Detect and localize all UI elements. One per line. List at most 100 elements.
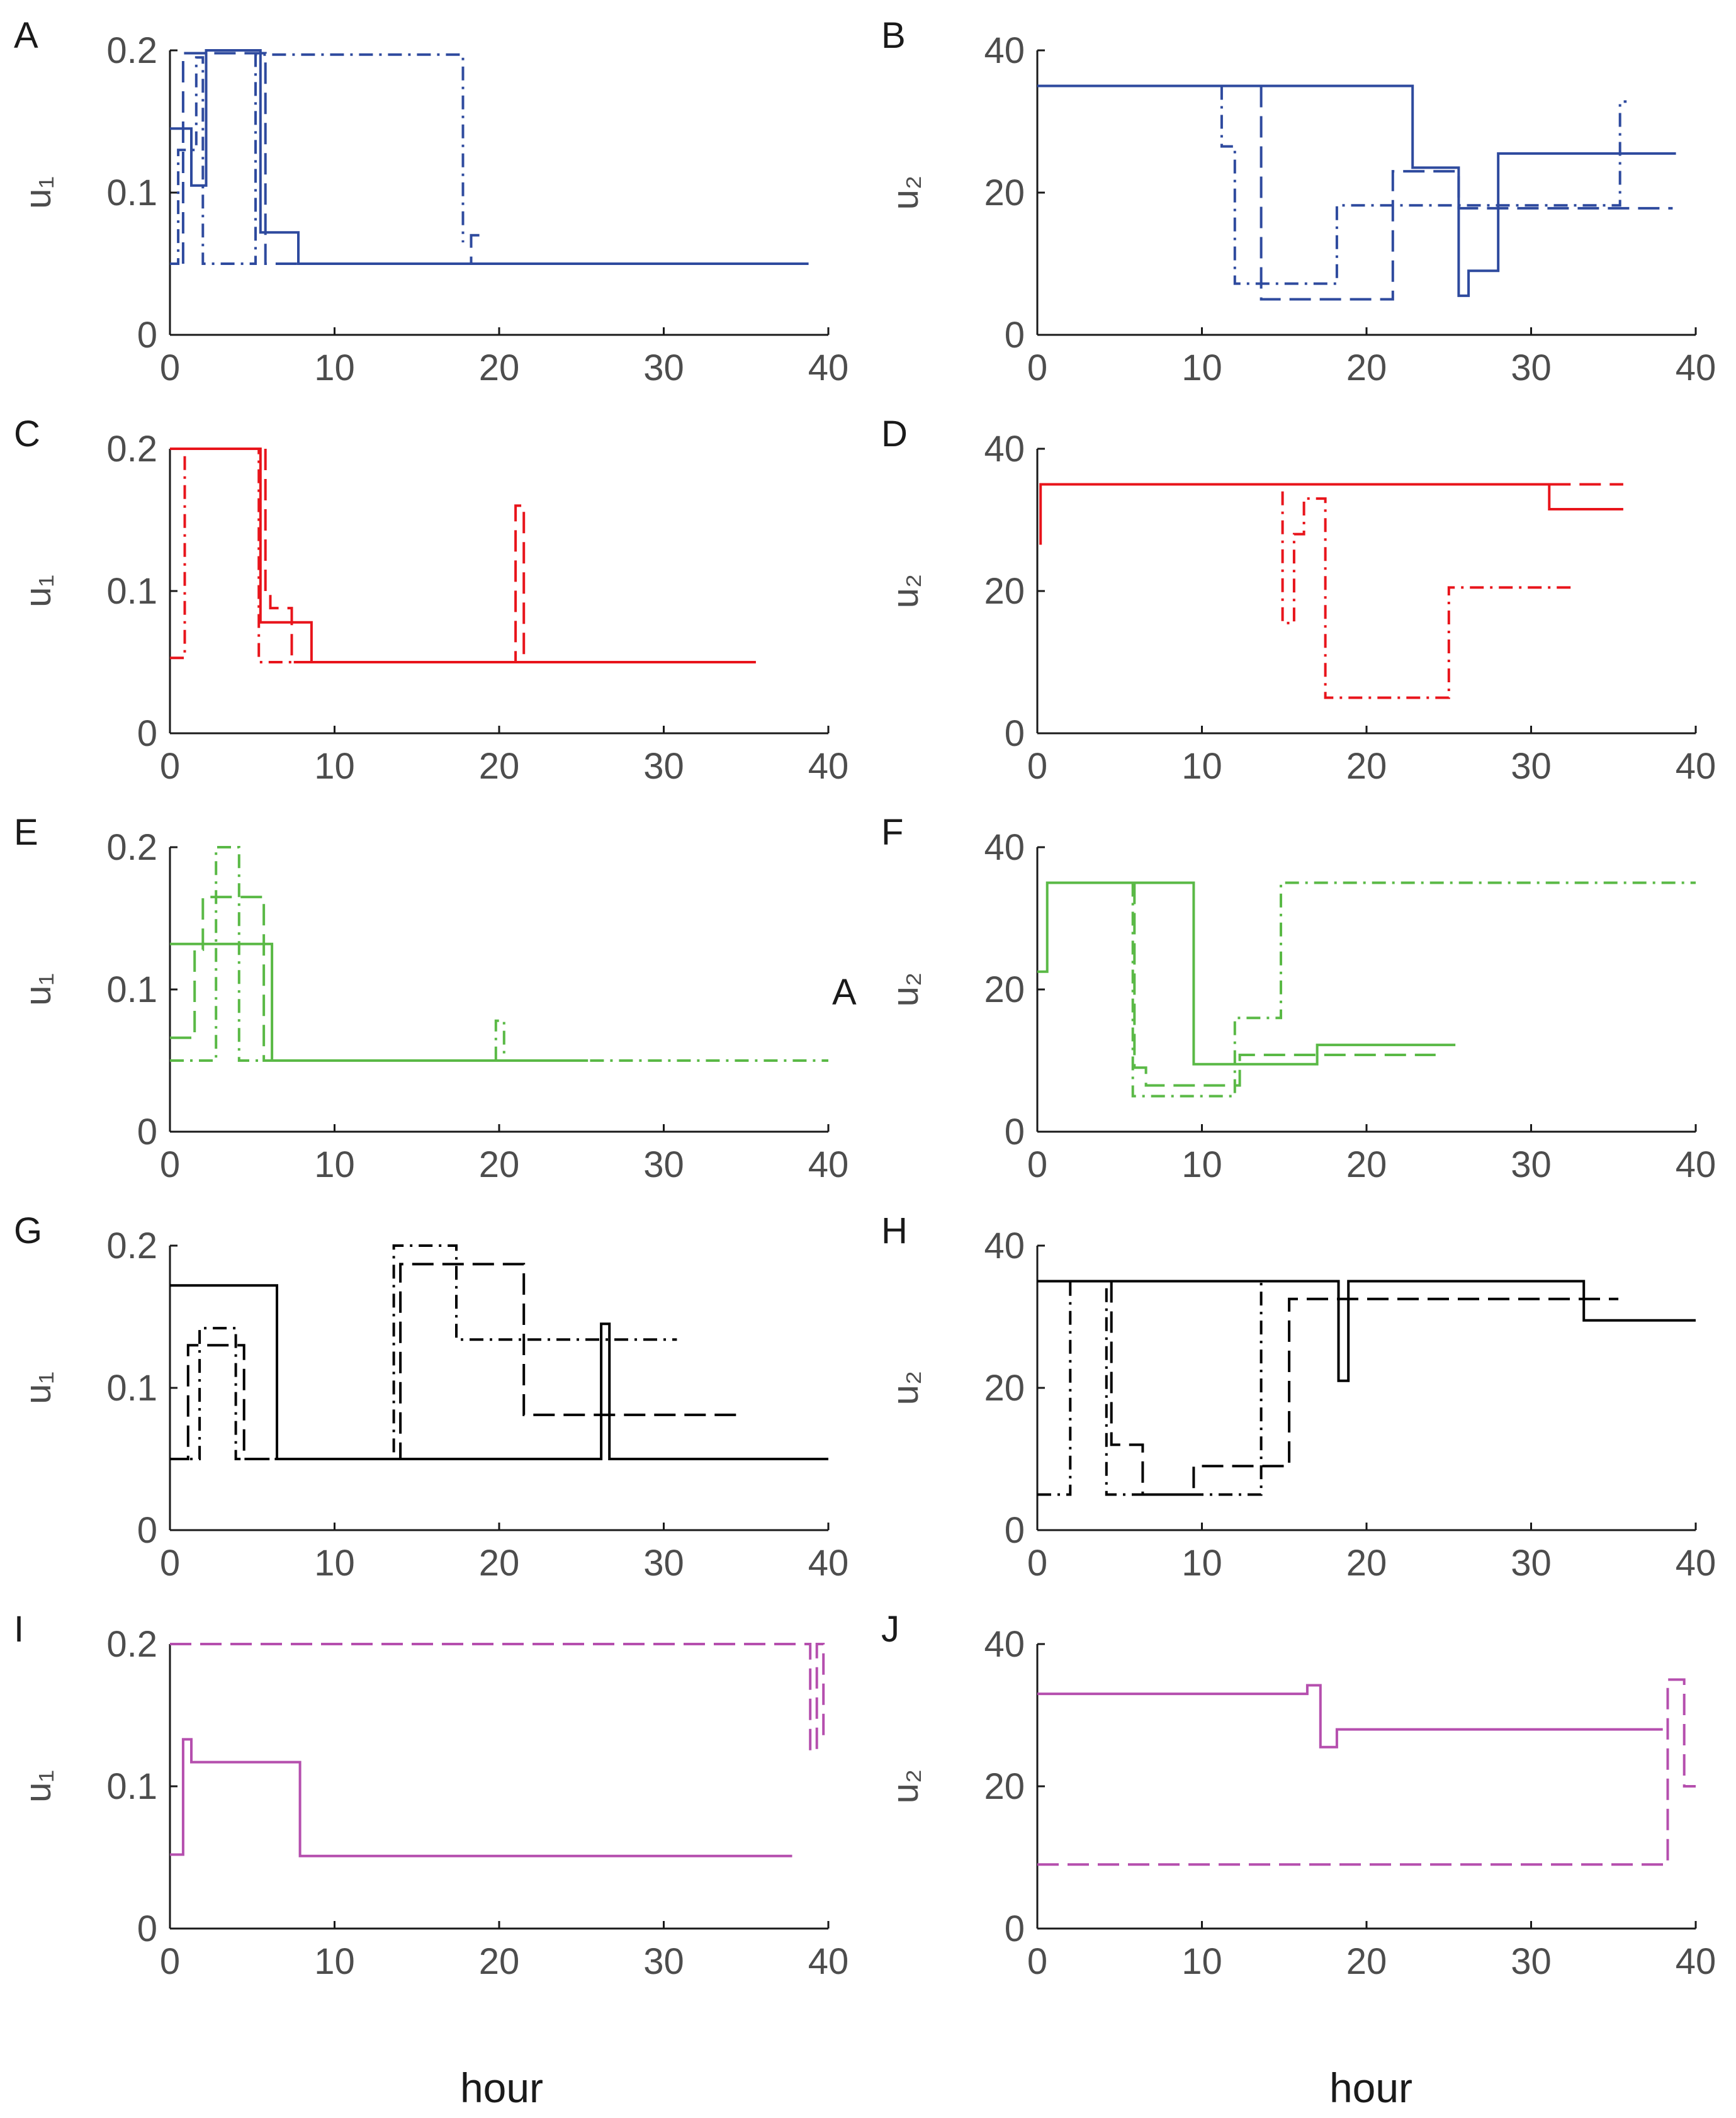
x-tick-label: 20 xyxy=(1346,347,1387,388)
stray-label: A xyxy=(832,972,857,1013)
series-dashed-line xyxy=(170,1263,738,1460)
x-tick-label: 0 xyxy=(160,1941,180,1982)
series-solid-line xyxy=(1037,1684,1663,1749)
panel-letter: F xyxy=(881,812,903,853)
x-tick-label: 30 xyxy=(643,347,684,388)
panel-e: 0 10 20 30 40 0 0.1 0.2 u₁ E xyxy=(14,812,848,1185)
series-dashed-line xyxy=(264,449,526,663)
y-tick-label: 20 xyxy=(984,969,1025,1010)
y-axis-label: u₁ xyxy=(18,973,59,1006)
x-tick-label: 40 xyxy=(808,347,849,388)
y-tick-label: 40 xyxy=(984,30,1025,71)
y-axis-label: u₂ xyxy=(885,1371,926,1405)
x-tick-label: 0 xyxy=(160,1543,180,1584)
y-tick-label: 0 xyxy=(137,1510,157,1551)
y-tick-label: 40 xyxy=(984,1624,1025,1665)
x-tick-label: 20 xyxy=(479,1543,520,1584)
x-tick-label: 20 xyxy=(479,1144,520,1185)
y-tick-label: 0.1 xyxy=(106,172,157,213)
y-tick-label: 40 xyxy=(984,429,1025,470)
y-tick-label: 0 xyxy=(1005,315,1025,356)
x-tick-label: 40 xyxy=(1676,1941,1716,1982)
series-dash-dot-line xyxy=(1220,86,1627,285)
x-tick-label: 0 xyxy=(160,746,180,787)
y-tick-label: 40 xyxy=(984,827,1025,868)
panel-b: 0 10 20 30 40 0 20 40 u₂ B xyxy=(881,15,1716,388)
y-tick-label: 0 xyxy=(1005,1908,1025,1949)
series-dash-dot-line xyxy=(1281,491,1574,699)
panel-letter: D xyxy=(881,414,908,454)
x-tick-label: 0 xyxy=(1027,1941,1047,1982)
series-solid-line xyxy=(1037,1280,1696,1382)
y-axis-label: u₂ xyxy=(885,176,926,210)
panel-letter: H xyxy=(881,1210,908,1251)
x-tick-label: 10 xyxy=(1181,1543,1222,1584)
series-dashed-line xyxy=(181,52,480,265)
x-axis-label-left: hour xyxy=(460,2064,543,2111)
panel-a: 0 10 20 30 40 0 0.1 0.2 u₁ A xyxy=(14,15,848,388)
x-tick-label: 20 xyxy=(1346,1144,1387,1185)
x-tick-label: 10 xyxy=(1181,1144,1222,1185)
x-tick-label: 20 xyxy=(479,746,520,787)
series-dash-dot-line xyxy=(170,448,516,663)
y-tick-label: 0 xyxy=(1005,1510,1025,1551)
panel-j: 0 10 20 30 40 0 20 40 u₂ J xyxy=(881,1609,1716,1982)
series-solid-line xyxy=(170,1738,792,1857)
panel-letter: E xyxy=(14,812,38,853)
y-tick-label: 20 xyxy=(984,571,1025,612)
series-dashed-line xyxy=(170,1643,828,1752)
y-tick-label: 0 xyxy=(137,713,157,754)
series-solid-line xyxy=(170,1284,828,1460)
panel-f: 0 10 20 30 40 0 20 40 u₂ F xyxy=(881,812,1716,1185)
y-tick-label: 0 xyxy=(137,315,157,356)
y-tick-label: 40 xyxy=(984,1225,1025,1266)
series-solid-line xyxy=(170,49,809,265)
y-axis-label: u₂ xyxy=(885,574,926,609)
y-tick-label: 0.2 xyxy=(106,1624,157,1665)
x-tick-label: 10 xyxy=(314,1144,355,1185)
x-tick-label: 40 xyxy=(1676,1144,1716,1185)
x-tick-label: 40 xyxy=(808,746,849,787)
y-tick-label: 0.2 xyxy=(106,827,157,868)
series-dash-dot-line xyxy=(170,846,828,1062)
y-tick-label: 0 xyxy=(1005,713,1025,754)
series-solid-line xyxy=(1037,881,1456,1066)
x-tick-label: 30 xyxy=(643,1144,684,1185)
x-tick-label: 20 xyxy=(1346,746,1387,787)
panel-letter: J xyxy=(881,1609,899,1650)
x-tick-label: 30 xyxy=(1511,1144,1552,1185)
x-tick-label: 40 xyxy=(808,1144,849,1185)
x-tick-label: 0 xyxy=(160,347,180,388)
y-axis-label: u₂ xyxy=(885,972,926,1007)
y-tick-label: 0.1 xyxy=(106,1368,157,1409)
x-tick-label: 40 xyxy=(1676,1543,1716,1584)
y-tick-label: 0.1 xyxy=(106,1766,157,1807)
x-axis-label-right: hour xyxy=(1329,2064,1412,2111)
x-tick-label: 10 xyxy=(314,1543,355,1584)
panel-h: 0 10 20 30 40 0 20 40 u₂ H xyxy=(881,1210,1716,1584)
panel-d: 0 10 20 30 40 0 20 40 u₂ D xyxy=(881,414,1716,787)
y-tick-label: 0 xyxy=(1005,1112,1025,1152)
x-tick-label: 30 xyxy=(1511,746,1552,787)
y-tick-label: 0 xyxy=(137,1112,157,1152)
series-dash-dot-line xyxy=(1131,881,1696,1098)
panel-g: 0 10 20 30 40 0 0.1 0.2 u₁ G xyxy=(14,1210,848,1584)
series-dashed-line xyxy=(1110,1281,1619,1496)
y-tick-label: 0 xyxy=(137,1908,157,1949)
y-axis-label: u₁ xyxy=(18,176,59,209)
x-tick-label: 10 xyxy=(1181,746,1222,787)
x-tick-label: 0 xyxy=(1027,1144,1047,1185)
x-tick-label: 40 xyxy=(808,1543,849,1584)
x-tick-label: 10 xyxy=(314,746,355,787)
y-tick-label: 0.2 xyxy=(106,429,157,470)
panel-letter: G xyxy=(14,1210,42,1251)
panel-letter: A xyxy=(14,15,38,56)
x-tick-label: 30 xyxy=(1511,1941,1552,1982)
series-dashed-line xyxy=(1260,86,1673,301)
y-tick-label: 0.1 xyxy=(106,969,157,1010)
series-solid-line xyxy=(1037,84,1676,297)
x-tick-label: 20 xyxy=(1346,1543,1387,1584)
x-tick-label: 10 xyxy=(1181,1941,1222,1982)
x-tick-label: 20 xyxy=(479,347,520,388)
